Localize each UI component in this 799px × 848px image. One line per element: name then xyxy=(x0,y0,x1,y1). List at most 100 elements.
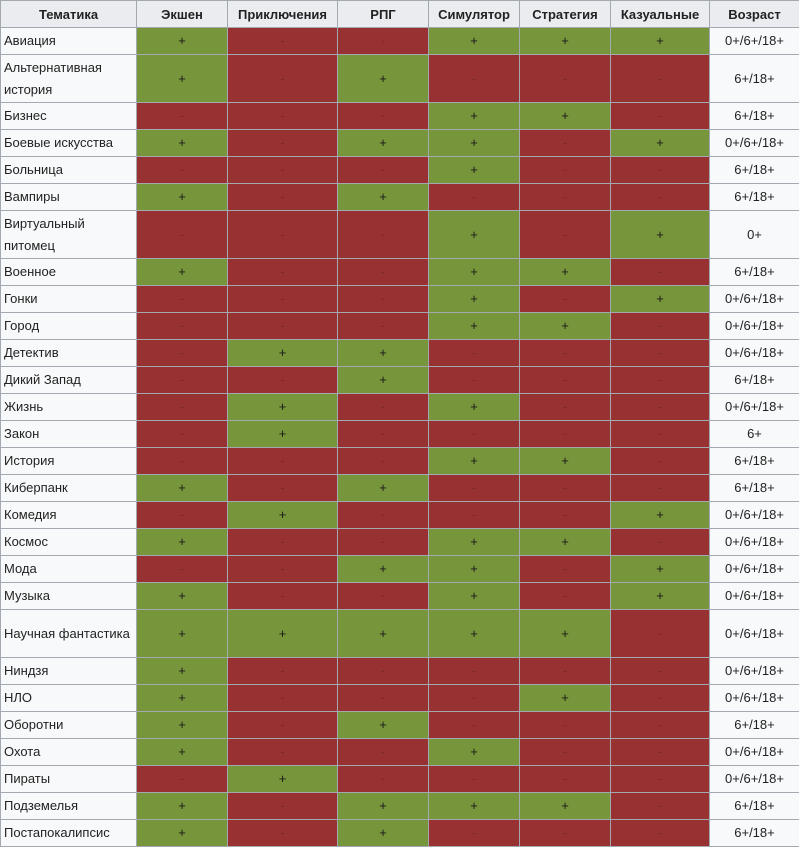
age-cell: 6+/18+ xyxy=(709,102,799,130)
cell-rpg: - xyxy=(337,684,429,712)
age-cell: 6+/18+ xyxy=(709,711,799,739)
cell-casual: + xyxy=(610,210,710,259)
cell-adventure: - xyxy=(227,792,338,820)
cell-action: + xyxy=(136,528,228,556)
header-age: Возраст xyxy=(709,0,799,28)
cell-casual: + xyxy=(610,555,710,583)
cell-simulator: + xyxy=(428,528,520,556)
theme-cell: Боевые искусства xyxy=(0,129,137,157)
cell-adventure: - xyxy=(227,366,338,394)
cell-action: + xyxy=(136,738,228,766)
cell-casual: + xyxy=(610,582,710,610)
header-strategy: Стратегия xyxy=(519,0,611,28)
cell-adventure: - xyxy=(227,582,338,610)
cell-strategy: + xyxy=(519,102,611,130)
theme-cell: Мода xyxy=(0,555,137,583)
cell-adventure: - xyxy=(227,258,338,286)
cell-rpg: - xyxy=(337,312,429,340)
table-row: Боевые искусства + - + + - +0+/6+/18+ xyxy=(0,129,799,157)
table-row: Оборотни + - + - - -6+/18+ xyxy=(0,711,799,739)
age-cell: 0+/6+/18+ xyxy=(709,765,799,793)
cell-strategy: - xyxy=(519,129,611,157)
theme-cell: Город xyxy=(0,312,137,340)
cell-adventure: - xyxy=(227,555,338,583)
cell-rpg: + xyxy=(337,474,429,502)
cell-simulator: - xyxy=(428,339,520,367)
cell-adventure: - xyxy=(227,684,338,712)
cell-action: - xyxy=(136,285,228,313)
cell-adventure: - xyxy=(227,738,338,766)
cell-action: - xyxy=(136,339,228,367)
age-cell: 6+/18+ xyxy=(709,792,799,820)
cell-simulator: - xyxy=(428,183,520,211)
theme-cell: Гонки xyxy=(0,285,137,313)
theme-cell: Ниндзя xyxy=(0,657,137,685)
cell-casual: + xyxy=(610,129,710,157)
theme-cell: Бизнес xyxy=(0,102,137,130)
cell-simulator: - xyxy=(428,819,520,847)
table-row: Виртуальный питомец - - - + - +0+ xyxy=(0,210,799,259)
cell-rpg: - xyxy=(337,27,429,55)
table-row: Ниндзя + - - - - -0+/6+/18+ xyxy=(0,657,799,685)
cell-casual: - xyxy=(610,684,710,712)
age-cell: 0+/6+/18+ xyxy=(709,285,799,313)
cell-simulator: - xyxy=(428,474,520,502)
cell-adventure: - xyxy=(227,210,338,259)
age-cell: 0+/6+/18+ xyxy=(709,657,799,685)
cell-action: + xyxy=(136,27,228,55)
cell-action: + xyxy=(136,582,228,610)
table-row: Охота + - - + - -0+/6+/18+ xyxy=(0,738,799,766)
cell-strategy: - xyxy=(519,339,611,367)
table-body: Авиация + - - + + +0+/6+/18+ Альтернативная ист… xyxy=(0,27,799,847)
cell-rpg: + xyxy=(337,183,429,211)
table-row: Музыка + - - + - +0+/6+/18+ xyxy=(0,582,799,610)
cell-action: - xyxy=(136,555,228,583)
cell-action: - xyxy=(136,393,228,421)
cell-action: - xyxy=(136,765,228,793)
theme-cell: Жизнь xyxy=(0,393,137,421)
cell-casual: - xyxy=(610,156,710,184)
age-cell: 0+/6+/18+ xyxy=(709,582,799,610)
table-row: Дикий Запад - - + - - -6+/18+ xyxy=(0,366,799,394)
cell-simulator: - xyxy=(428,501,520,529)
cell-strategy: - xyxy=(519,582,611,610)
cell-rpg: + xyxy=(337,54,429,103)
cell-action: - xyxy=(136,366,228,394)
cell-strategy: - xyxy=(519,393,611,421)
cell-rpg: + xyxy=(337,819,429,847)
table-row: Постапокалипсис + - + - - -6+/18+ xyxy=(0,819,799,847)
cell-casual: - xyxy=(610,420,710,448)
cell-casual: - xyxy=(610,474,710,502)
theme-cell: НЛО xyxy=(0,684,137,712)
theme-cell: Оборотни xyxy=(0,711,137,739)
table-row: Пираты - + - - - -0+/6+/18+ xyxy=(0,765,799,793)
cell-strategy: + xyxy=(519,609,611,658)
cell-rpg: - xyxy=(337,501,429,529)
table-row: Закон - + - - - -6+ xyxy=(0,420,799,448)
cell-simulator: + xyxy=(428,393,520,421)
cell-casual: - xyxy=(610,738,710,766)
header-action: Экшен xyxy=(136,0,228,28)
cell-rpg: - xyxy=(337,285,429,313)
age-cell: 0+/6+/18+ xyxy=(709,393,799,421)
cell-adventure: - xyxy=(227,27,338,55)
cell-adventure: - xyxy=(227,819,338,847)
theme-cell: Вампиры xyxy=(0,183,137,211)
cell-action: + xyxy=(136,792,228,820)
age-cell: 6+/18+ xyxy=(709,819,799,847)
age-cell: 6+ xyxy=(709,420,799,448)
cell-simulator: - xyxy=(428,765,520,793)
cell-rpg: - xyxy=(337,420,429,448)
age-cell: 0+/6+/18+ xyxy=(709,312,799,340)
cell-strategy: + xyxy=(519,792,611,820)
cell-simulator: + xyxy=(428,555,520,583)
cell-strategy: - xyxy=(519,657,611,685)
theme-cell: Военное xyxy=(0,258,137,286)
header-adventure: Приключения xyxy=(227,0,338,28)
cell-casual: - xyxy=(610,312,710,340)
cell-rpg: + xyxy=(337,792,429,820)
age-cell: 6+/18+ xyxy=(709,156,799,184)
cell-adventure: - xyxy=(227,156,338,184)
theme-cell: Виртуальный питомец xyxy=(0,210,137,259)
